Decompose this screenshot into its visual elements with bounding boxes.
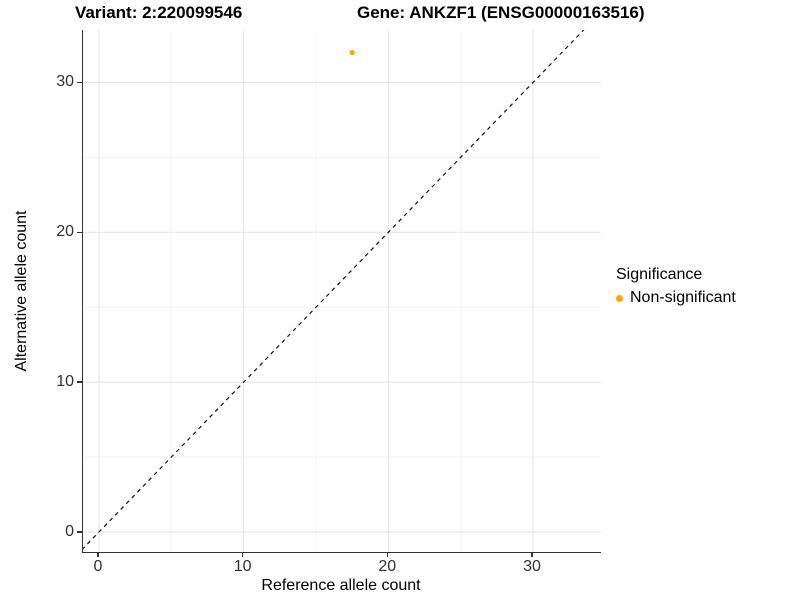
y-tick-label: 30 — [56, 73, 74, 91]
legend-item-label: Non-significant — [630, 289, 736, 306]
y-tick-label: 20 — [56, 223, 74, 241]
y-tick-mark — [77, 231, 82, 234]
plot-canvas — [83, 30, 601, 552]
legend-items: Non-significant — [616, 289, 736, 307]
gene-title: Gene: ANKZF1 (ENSG00000163516) — [357, 3, 645, 22]
data-point — [349, 49, 355, 56]
y-tick-mark — [77, 381, 82, 383]
legend-item: Non-significant — [616, 289, 736, 307]
x-axis-label: Reference allele count — [261, 577, 421, 594]
x-tick-label: 0 — [93, 558, 103, 575]
x-tick-mark — [386, 552, 388, 557]
y-tick-label: 10 — [56, 373, 74, 391]
variant-title: Variant: 2:220099546 — [75, 3, 243, 22]
x-tick-label: 10 — [233, 558, 252, 575]
x-tick-mark — [97, 552, 99, 557]
x-tick-mark — [531, 552, 533, 557]
identity-reference-line — [83, 30, 585, 550]
legend: Significance Non-significant — [616, 266, 736, 307]
legend-title: Significance — [616, 266, 703, 283]
legend-key-dot-icon — [616, 294, 623, 302]
y-tick-mark — [77, 531, 82, 533]
plot-panel — [82, 30, 601, 553]
y-tick-mark — [77, 81, 82, 84]
x-tick-mark — [241, 552, 244, 557]
x-tick-label: 30 — [523, 558, 541, 575]
x-tick-label: 20 — [378, 558, 397, 575]
y-tick-label: 0 — [65, 523, 74, 541]
y-axis-label: Alternative allele count — [13, 210, 30, 372]
